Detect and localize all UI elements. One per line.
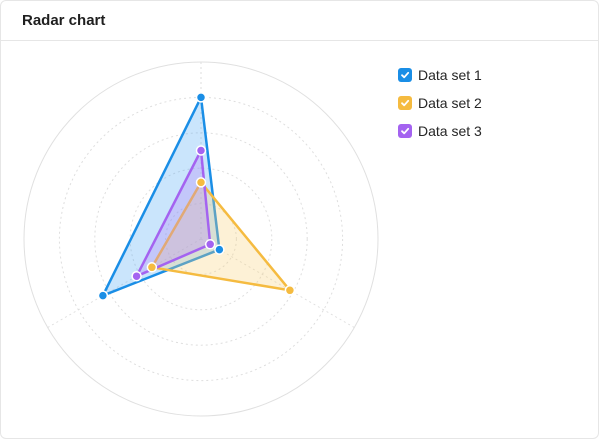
radar-series-2-area bbox=[150, 181, 292, 292]
legend-label: Data set 2 bbox=[418, 95, 482, 111]
legend-item-data-set-1[interactable]: Data set 1 bbox=[398, 61, 482, 89]
radar-series-2-point bbox=[195, 177, 207, 188]
radar-series-3-area bbox=[135, 149, 212, 278]
legend-checkbox[interactable] bbox=[398, 124, 412, 138]
radar-series-1-point bbox=[97, 290, 109, 301]
radar-series-3-point bbox=[131, 270, 142, 282]
legend-checkbox[interactable] bbox=[398, 68, 412, 82]
radar-series-1-area bbox=[101, 96, 221, 297]
card-title: Radar chart bbox=[22, 12, 106, 29]
check-icon bbox=[401, 71, 410, 79]
legend-item-data-set-3[interactable]: Data set 3 bbox=[398, 117, 482, 145]
check-icon bbox=[401, 99, 410, 107]
radar-chart bbox=[23, 61, 379, 417]
radar-series-3-point bbox=[204, 239, 216, 250]
card-header: Radar chart bbox=[1, 1, 598, 41]
legend-checkbox[interactable] bbox=[398, 96, 412, 110]
legend-label: Data set 3 bbox=[418, 123, 482, 139]
chart-legend: Data set 1 Data set 2 Data set 3 bbox=[398, 61, 482, 145]
check-icon bbox=[401, 127, 410, 135]
radar-grid-ring bbox=[129, 167, 273, 311]
radar-series-1-point bbox=[195, 92, 207, 103]
radar-series-2-point bbox=[146, 262, 158, 273]
radar-grid-ring bbox=[58, 96, 344, 382]
radar-series-2-point bbox=[284, 285, 296, 296]
legend-label: Data set 1 bbox=[418, 67, 482, 83]
chart-area: Data set 1 Data set 2 Data set 3 bbox=[1, 41, 598, 438]
radar-series-1-point bbox=[214, 244, 225, 255]
radar-series-3-point bbox=[195, 145, 207, 156]
radar-grid-ring bbox=[94, 132, 308, 346]
legend-item-data-set-2[interactable]: Data set 2 bbox=[398, 89, 482, 117]
